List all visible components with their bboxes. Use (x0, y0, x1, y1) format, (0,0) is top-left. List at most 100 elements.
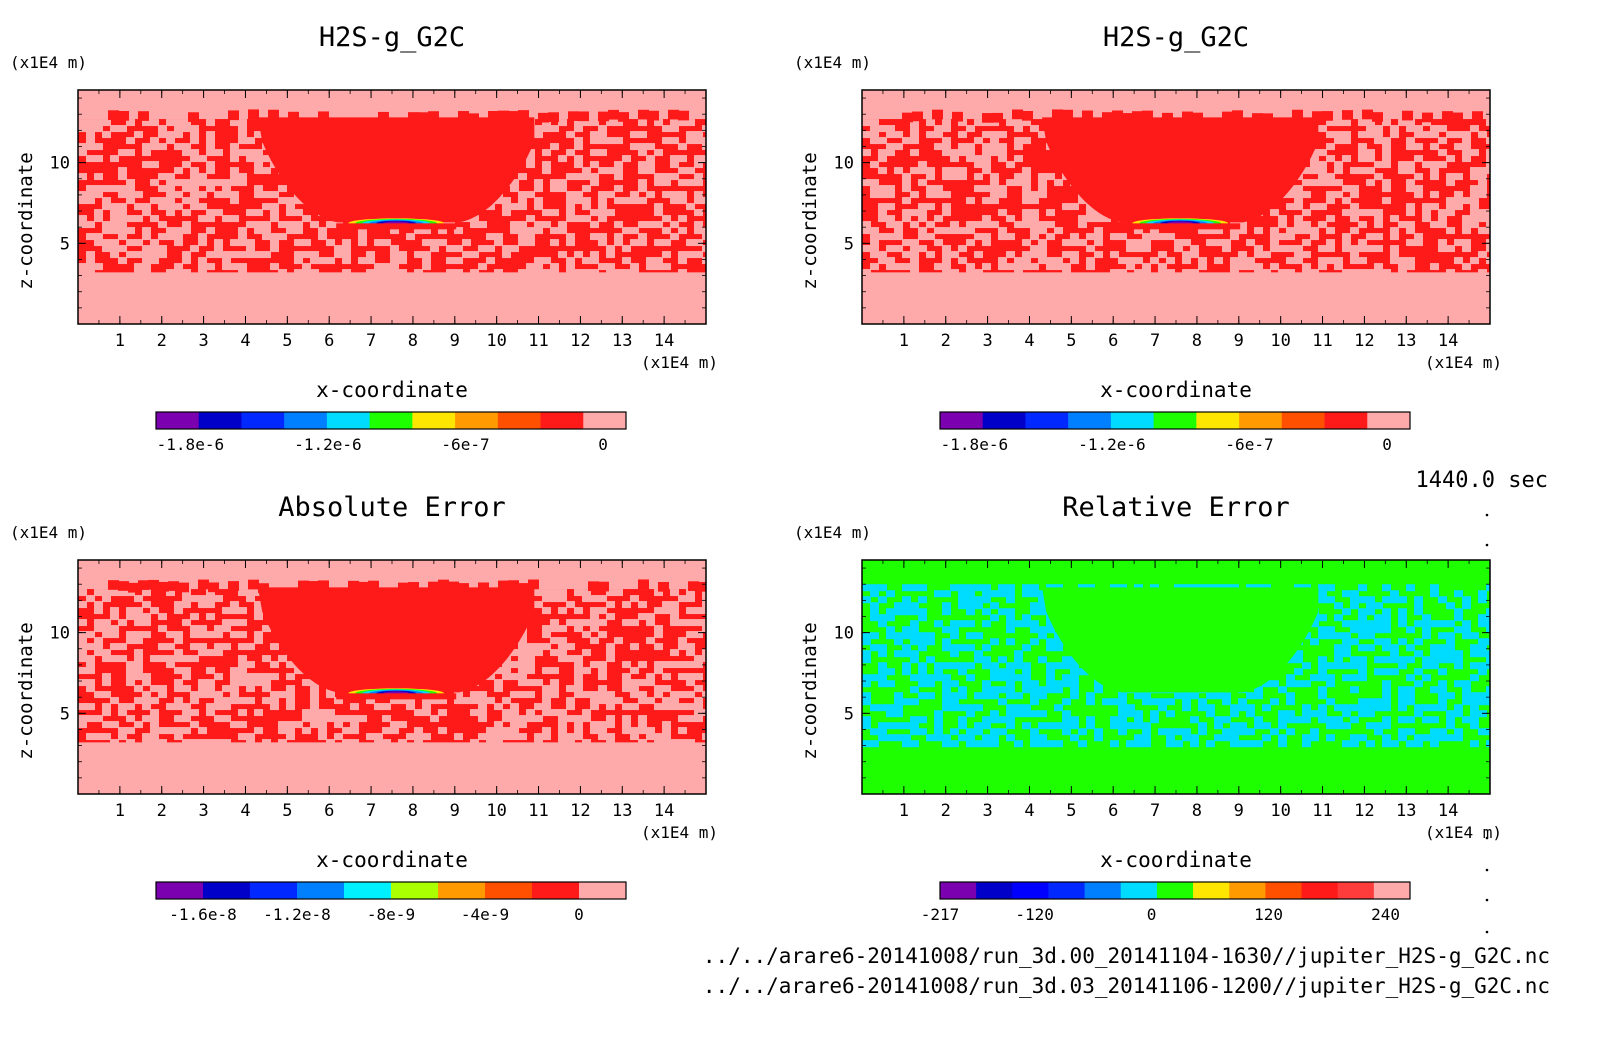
speckle-cell (1406, 674, 1415, 682)
speckle-cell (1222, 698, 1231, 706)
speckle-cell (646, 679, 655, 687)
speckle-cell (150, 251, 159, 259)
speckle-cell (1478, 698, 1487, 706)
speckle-cell (678, 143, 687, 151)
speckle-cell (1238, 704, 1247, 712)
speckle-cell (534, 643, 543, 651)
speckle-cell (518, 110, 529, 120)
speckle-cell (478, 697, 487, 705)
speckle-cell (534, 649, 543, 657)
speckle-cell (542, 685, 551, 693)
speckle-cell (998, 155, 1007, 163)
speckle-cell (1406, 698, 1415, 706)
speckle-cell (150, 727, 159, 735)
speckle-cell (182, 269, 191, 277)
speckle-cell (870, 728, 879, 736)
speckle-cell (870, 614, 879, 622)
speckle-cell (566, 685, 575, 693)
speckle-cell (110, 589, 119, 597)
colorbar-tick-label: -1.8e-6 (941, 435, 1008, 454)
speckle-cell (334, 245, 343, 253)
speckle-cell (198, 679, 207, 687)
speckle-cell (1230, 722, 1239, 730)
x-tick-label: 12 (570, 801, 590, 821)
speckle-cell (166, 179, 175, 187)
speckle-cell (1262, 722, 1271, 730)
speckle-cell (486, 245, 495, 253)
speckle-cell (78, 221, 87, 229)
speckle-cell (414, 227, 423, 235)
colorbar-swatch (250, 882, 298, 899)
speckle-cell (1366, 740, 1375, 748)
speckle-cell (1038, 227, 1047, 235)
speckle-cell (1070, 662, 1079, 670)
plot-area (862, 560, 1490, 794)
speckle-cell (526, 715, 535, 723)
speckle-cell (134, 269, 143, 277)
speckle-cell (942, 173, 951, 181)
speckle-cell (998, 257, 1007, 265)
speckle-cell (1174, 692, 1183, 700)
speckle-cell (1342, 722, 1351, 730)
speckle-cell (686, 137, 695, 145)
speckle-cell (910, 584, 919, 592)
speckle-cell (1334, 131, 1343, 139)
speckle-cell (214, 697, 223, 705)
speckle-cell (1446, 734, 1455, 742)
speckle-cell (670, 613, 679, 621)
speckle-cell (1270, 263, 1279, 271)
speckle-cell (222, 263, 231, 271)
speckle-cell (982, 185, 991, 193)
speckle-cell (630, 691, 639, 699)
speckle-cell (918, 179, 927, 187)
speckle-cell (1014, 674, 1023, 682)
speckle-cell (566, 173, 575, 181)
speckle-cell (1014, 704, 1023, 712)
speckle-cell (1302, 221, 1311, 229)
speckle-cell (1118, 692, 1127, 700)
speckle-cell (886, 710, 895, 718)
speckle-cell (1358, 656, 1367, 664)
speckle-cell (222, 685, 231, 693)
speckle-cell (870, 608, 879, 616)
speckle-cell (326, 691, 335, 699)
speckle-cell (870, 245, 879, 253)
speckle-cell (1406, 692, 1415, 700)
x-tick-label: 5 (1066, 331, 1076, 351)
speckle-cell (1374, 245, 1383, 253)
speckle-cell (494, 197, 503, 205)
speckle-cell (1038, 686, 1047, 694)
speckle-cell (498, 580, 509, 591)
speckle-cell (1254, 269, 1263, 277)
speckle-cell (286, 227, 295, 235)
speckle-cell (694, 161, 703, 169)
speckle-cell (1342, 608, 1351, 616)
speckle-cell (1430, 161, 1439, 169)
speckle-cell (1132, 111, 1143, 121)
speckle-cell (1334, 263, 1343, 271)
speckle-cell (166, 227, 175, 235)
speckle-cell (206, 167, 215, 175)
speckle-cell (366, 269, 375, 277)
speckle-cell (1454, 680, 1463, 688)
speckle-cell (158, 233, 167, 241)
speckle-cell (1334, 161, 1343, 169)
speckle-cell (310, 691, 319, 699)
speckle-cell (342, 251, 351, 259)
speckle-cell (302, 269, 311, 277)
speckle-cell (1322, 111, 1333, 121)
speckle-cell (1094, 734, 1103, 742)
speckle-cell (1382, 620, 1391, 628)
speckle-cell (982, 149, 991, 157)
speckle-cell (958, 590, 967, 598)
colorbar-swatch (156, 412, 200, 429)
speckle-cell (206, 227, 215, 235)
speckle-cell (422, 733, 431, 741)
speckle-cell (1486, 209, 1490, 217)
speckle-cell (1286, 257, 1295, 265)
speckle-cell (550, 619, 559, 627)
speckle-cell (1486, 638, 1490, 646)
speckle-cell (1358, 710, 1367, 718)
speckle-cell (102, 197, 111, 205)
speckle-cell (1022, 239, 1031, 247)
